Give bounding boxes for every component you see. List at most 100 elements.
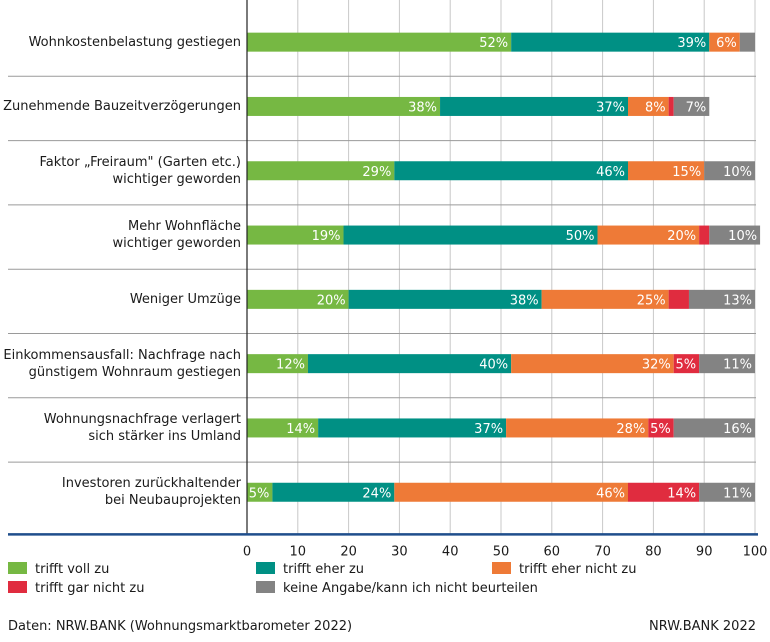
- bar-segment: [668, 289, 689, 309]
- bar-segment: [343, 225, 598, 245]
- data-label: 14%: [667, 486, 696, 501]
- bar-segment: [699, 354, 755, 374]
- data-label: 20%: [667, 229, 696, 244]
- data-label: 37%: [474, 422, 503, 437]
- bar-segment: [673, 418, 755, 438]
- bar-segment: [247, 482, 273, 502]
- data-label: 5%: [650, 422, 671, 437]
- bar-segment: [673, 354, 700, 374]
- bar-segment: [247, 225, 344, 245]
- category-label-line: Investoren zurückhaltender: [61, 476, 241, 492]
- bar-segment: [247, 418, 319, 438]
- brand-credit: NRW.BANK 2022: [648, 619, 756, 634]
- category-label-line: wichtiger geworden: [112, 236, 241, 252]
- bar-segment: [673, 96, 710, 116]
- bar-segment: [394, 161, 628, 181]
- legend-label: trifft gar nicht zu: [35, 581, 145, 596]
- category-label: Wohnungsnachfrage verlagert sich stärker …: [0, 411, 241, 445]
- bar-segment: [709, 32, 740, 52]
- x-tick-label: 20: [340, 544, 357, 559]
- bar-segment: [597, 225, 700, 245]
- x-tick-label: 80: [645, 544, 662, 559]
- bar-segment: [318, 418, 507, 438]
- bar-segment: [668, 96, 674, 116]
- data-label: 25%: [637, 293, 666, 308]
- bar-segment: [272, 482, 395, 502]
- bar-segment: [511, 32, 710, 52]
- legend-swatch: [256, 581, 275, 593]
- data-label: 6%: [716, 36, 737, 51]
- data-label: 10%: [723, 165, 752, 180]
- category-label-line: Weniger Umzüge: [129, 291, 241, 307]
- category-label: Faktor „Freiraum" (Garten etc.) wichtiger…: [0, 154, 241, 188]
- data-label: 13%: [723, 293, 752, 308]
- category-label-line: sich stärker ins Umland: [88, 428, 241, 444]
- bar-segment: [628, 482, 700, 502]
- source-note: Daten: NRW.BANK (Wohnungsmarktbarometer …: [8, 619, 353, 634]
- data-label: 19%: [312, 229, 341, 244]
- category-label-line: Wohnungsnachfrage verlagert: [43, 411, 241, 427]
- category-label: Weniger Umzüge: [0, 291, 241, 308]
- bar-segment: [699, 225, 710, 245]
- data-label: 50%: [566, 229, 595, 244]
- bar-segment: [699, 482, 755, 502]
- data-label: 14%: [286, 422, 315, 437]
- legend-swatch: [492, 562, 511, 574]
- data-label: 20%: [317, 293, 346, 308]
- category-label-line: Einkommensausfall: Nachfrage nach: [3, 347, 241, 363]
- data-label: 24%: [362, 486, 391, 501]
- category-label-line: Wohnkostenbelastung gestiegen: [28, 34, 241, 50]
- category-label-line: Faktor „Freiraum" (Garten etc.): [39, 154, 241, 170]
- bar-segment: [247, 354, 308, 374]
- data-label: 5%: [675, 358, 696, 373]
- data-label: 40%: [479, 358, 508, 373]
- category-label: Einkommensausfall: Nachfrage nach günstig…: [0, 347, 241, 381]
- x-tick-label: 40: [442, 544, 459, 559]
- data-label: 5%: [249, 486, 270, 501]
- bar-segment: [247, 289, 349, 309]
- x-tick-label: 50: [493, 544, 510, 559]
- bar-segment: [247, 32, 512, 52]
- category-label: Zunehmende Bauzeitverzögerungen: [0, 98, 241, 115]
- x-tick-label: 0: [243, 544, 251, 559]
- data-label: 16%: [723, 422, 752, 437]
- bar-segment: [511, 354, 674, 374]
- data-label: 46%: [596, 486, 625, 501]
- data-label: 15%: [672, 165, 701, 180]
- legend-item: keine Angabe/kann ich nicht beurteilen: [256, 581, 538, 597]
- data-label: 38%: [408, 100, 437, 115]
- x-tick-label: 100: [743, 544, 768, 559]
- bar-segment: [394, 482, 628, 502]
- legend-item: trifft voll zu: [8, 562, 109, 578]
- legend-item: trifft gar nicht zu: [8, 581, 144, 597]
- data-label: 38%: [510, 293, 539, 308]
- bar-segment: [247, 161, 395, 181]
- bar-segment: [709, 225, 761, 245]
- data-label: 46%: [596, 165, 625, 180]
- category-label: Investoren zurückhaltender bei Neubauproj…: [0, 475, 241, 509]
- category-label-line: bei Neubauprojekten: [104, 493, 241, 509]
- category-label: Mehr Wohnfläche wichtiger geworden: [0, 218, 241, 252]
- bar-segment: [628, 96, 669, 116]
- category-label-line: günstigem Wohnraum gestiegen: [28, 364, 241, 380]
- category-label: Wohnkostenbelastung gestiegen: [0, 34, 241, 51]
- legend-label: keine Angabe/kann ich nicht beurteilen: [283, 581, 538, 596]
- data-label: 12%: [276, 358, 305, 373]
- data-label: 11%: [723, 486, 752, 501]
- legend-swatch: [8, 581, 27, 593]
- legend-item: trifft eher zu: [256, 562, 364, 578]
- bar-segment: [440, 96, 628, 116]
- x-tick-label: 60: [544, 544, 561, 559]
- data-label: 52%: [479, 36, 508, 51]
- bar-segment: [704, 161, 755, 181]
- bar-segment: [628, 161, 705, 181]
- x-tick-label: 90: [696, 544, 713, 559]
- data-label: 10%: [728, 229, 757, 244]
- data-label: 28%: [616, 422, 645, 437]
- data-label: 37%: [596, 100, 625, 115]
- bar-segment: [247, 96, 441, 116]
- x-tick-label: 70: [594, 544, 611, 559]
- x-tick-label: 10: [290, 544, 307, 559]
- category-label-line: Mehr Wohnfläche: [128, 219, 241, 235]
